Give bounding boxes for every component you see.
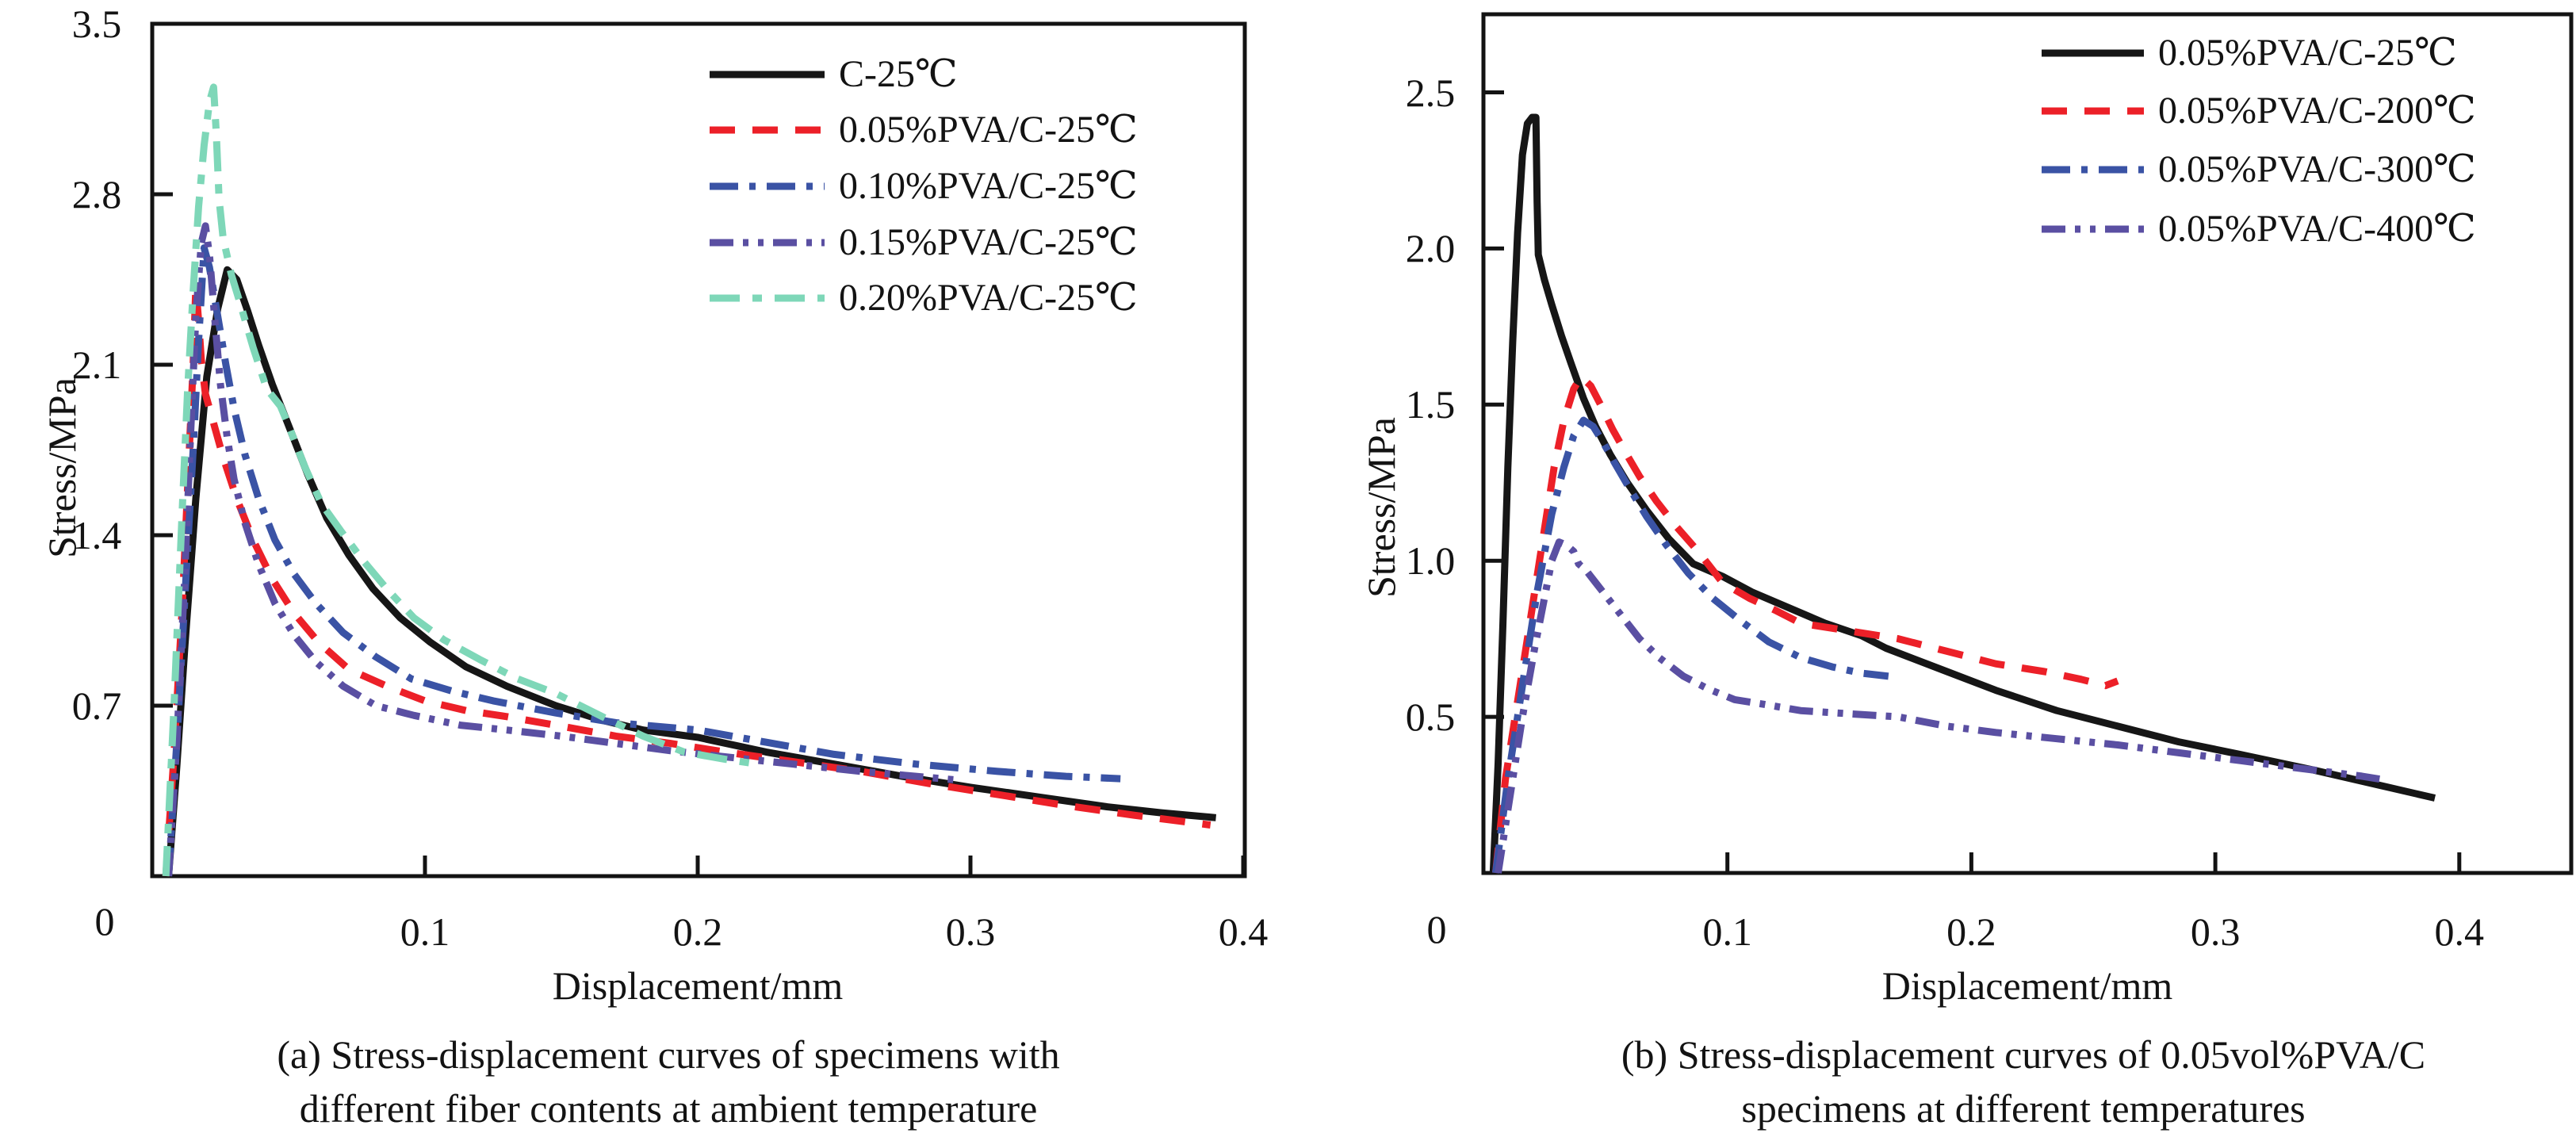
y-tick-label-a: 3.5 — [71, 2, 122, 46]
x-tick-label-b: 0.3 — [2190, 909, 2241, 954]
y-tick-label-b: 2.0 — [1405, 226, 1456, 271]
x-tick-label-b: 0.2 — [1946, 909, 1996, 954]
y-tick-label-b: 2.5 — [1405, 70, 1456, 115]
x-tick-label-b: 0.4 — [2434, 909, 2485, 954]
origin-label-a: 0 — [94, 899, 115, 944]
x-axis-title-a: Displacement/mm — [552, 963, 844, 1008]
series-line-b-3 — [1495, 538, 2383, 874]
legend-label-a-3: 0.15%PVA/C-25℃ — [839, 221, 1138, 263]
x-tick-label-a: 0.4 — [1218, 909, 1269, 954]
legend-label-b-1: 0.05%PVA/C-200℃ — [2158, 90, 2476, 132]
y-tick-label-a: 1.4 — [71, 513, 122, 557]
series-line-a-1 — [162, 283, 1211, 877]
origin-label-b: 0 — [1426, 907, 1447, 951]
caption-b-line2: specimens at different temperatures — [1741, 1086, 2306, 1131]
axes-box-b — [1481, 12, 2574, 875]
y-tick-label-b: 1.0 — [1405, 538, 1456, 584]
x-tick-label-a: 0.2 — [672, 909, 723, 954]
x-axis-title-b: Displacement/mm — [1881, 963, 2173, 1008]
legend-label-b-0: 0.05%PVA/C-25℃ — [2158, 32, 2457, 74]
legend-label-b-2: 0.05%PVA/C-300℃ — [2158, 148, 2476, 190]
series-line-a-0 — [165, 266, 1217, 877]
y-tick-label-a: 2.1 — [71, 343, 122, 387]
series-line-b-1 — [1491, 373, 2119, 874]
y-tick-label-a: 0.7 — [71, 683, 122, 728]
legend-label-a-0: C-25℃ — [839, 53, 958, 95]
x-tick-label-a: 0.3 — [945, 909, 996, 954]
series-line-a-2 — [165, 244, 1121, 877]
chart-a — [150, 21, 1247, 879]
caption-a-line1: (a) Stress-displacement curves of specim… — [277, 1032, 1060, 1077]
x-tick-label-a: 0.1 — [400, 909, 450, 954]
legend-label-a-4: 0.20%PVA/C-25℃ — [839, 277, 1138, 319]
y-tick-label-b: 0.5 — [1405, 695, 1456, 740]
series-line-b-2 — [1491, 416, 1889, 874]
y-axis-title-b: Stress/MPa — [1359, 417, 1403, 598]
legend-label-a-2: 0.10%PVA/C-25℃ — [839, 165, 1138, 207]
caption-b-line1: (b) Stress-displacement curves of 0.05vo… — [1621, 1032, 2426, 1077]
legend-label-b-3: 0.05%PVA/C-400℃ — [2158, 208, 2476, 250]
y-tick-label-b: 1.5 — [1405, 382, 1456, 427]
x-tick-label-b: 0.1 — [1702, 909, 1752, 954]
chart-b — [1481, 12, 2574, 875]
series-line-a-4 — [162, 83, 759, 877]
series-line-a-3 — [165, 222, 958, 877]
caption-a-line2: different fiber contents at ambient temp… — [299, 1086, 1038, 1131]
legend-label-a-1: 0.05%PVA/C-25℃ — [839, 109, 1138, 151]
y-tick-label-a: 2.8 — [71, 172, 122, 216]
